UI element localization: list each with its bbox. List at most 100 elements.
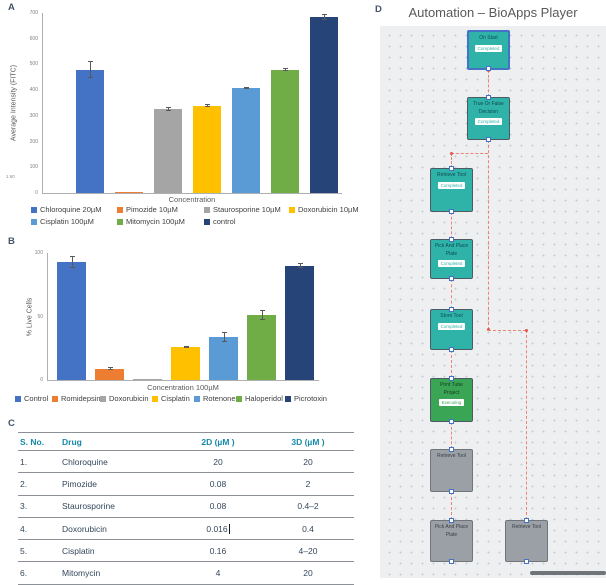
- error-bar: [107, 367, 113, 370]
- flow-node-pick-and-place-plate-1[interactable]: Pick And Place Plate Completed: [430, 237, 473, 281]
- table-cell[interactable]: 0.08: [209, 501, 227, 512]
- table-cell[interactable]: Pimozide: [62, 478, 97, 489]
- flow-connector: [451, 153, 488, 154]
- flow-node-true-or-false-decision[interactable]: True Or False Decision Completed: [467, 95, 510, 142]
- flow-node-retrieve-tool-3[interactable]: Retrieve Tool: [505, 518, 548, 564]
- status-badge: Completed: [474, 118, 503, 125]
- legend-item: Romidepsin: [52, 394, 101, 403]
- connector-handle-top[interactable]: [448, 376, 454, 381]
- table-cell[interactable]: Staurosporine: [62, 501, 115, 512]
- status-badge: Completed: [474, 44, 503, 52]
- connector-handle-bottom[interactable]: [448, 419, 454, 424]
- connector-handle-bottom[interactable]: [448, 347, 454, 352]
- bar-control: [310, 16, 338, 193]
- table-header-row: S. No. Drug 2D (µM ) 3D (µM ): [18, 432, 354, 451]
- table-cell[interactable]: 20: [303, 456, 313, 467]
- table-cell[interactable]: Mitomycin: [62, 568, 101, 579]
- connector-handle-top[interactable]: [448, 307, 454, 312]
- error-bar: [221, 331, 227, 343]
- flow-connector: [450, 421, 453, 450]
- error-bar: [244, 86, 249, 89]
- legend-item: Staurosporine 10µM: [204, 205, 281, 214]
- error-bar: [283, 68, 288, 71]
- y-axis-title: % Live Cells: [26, 297, 34, 336]
- panel-a-chart: 0 100 200 300 400 500 600 700 Average Intensity …: [0, 0, 375, 236]
- connector-handle-top[interactable]: [448, 166, 454, 171]
- table-cell[interactable]: 0.08: [209, 478, 227, 489]
- y-tick-label: 500: [29, 61, 38, 68]
- flow-node-store-tool[interactable]: Store Tool Completed: [430, 307, 473, 352]
- table-cell[interactable]: 2: [305, 478, 311, 489]
- flow-node-retrieve-tool-1[interactable]: Retrieve Tool Completed: [430, 166, 473, 214]
- table-cell[interactable]: Cisplatin: [62, 545, 95, 556]
- flow-connector: [488, 330, 526, 331]
- table-cell[interactable]: 6.: [20, 568, 28, 579]
- bar-control: [57, 261, 86, 380]
- flow-node-on-start[interactable]: On Start Completed: [467, 30, 510, 71]
- connector-handle-bottom[interactable]: [485, 137, 491, 142]
- connector-handle-top[interactable]: [485, 95, 491, 100]
- legend-swatch-icon: [117, 218, 123, 225]
- bar-rotenone: [209, 336, 238, 380]
- connector-handle-bottom[interactable]: [448, 489, 454, 494]
- bar-cisplatin: [232, 87, 260, 193]
- legend-label: Romidepsin: [61, 394, 101, 403]
- flow-node-print-tube-project[interactable]: Print Tube Project Executing: [430, 376, 473, 424]
- legend-item: Doxorubicin 10µM: [289, 205, 359, 214]
- table-cell[interactable]: 4.: [20, 523, 28, 534]
- bar-romidepsin: [95, 368, 124, 380]
- legend-label: Cisplatin: [161, 394, 190, 403]
- legend-swatch-icon: [236, 395, 242, 402]
- table-cell[interactable]: 0.16: [209, 545, 227, 556]
- y-tick-label: 0: [35, 190, 38, 196]
- connector-handle-top[interactable]: [448, 518, 454, 523]
- flow-node-retrieve-tool-2[interactable]: Retrieve Tool: [430, 447, 473, 494]
- stray-axis-label: 1.50: [6, 174, 15, 179]
- y-axis-line: [42, 13, 43, 193]
- flow-connector: [450, 491, 453, 521]
- table-cell[interactable]: 0.4–2: [297, 501, 319, 512]
- flow-node-pick-and-place-plate-2[interactable]: Pick And Place Plate: [430, 518, 473, 564]
- connector-handle-top[interactable]: [448, 447, 454, 452]
- table-cell[interactable]: 5.: [20, 545, 28, 556]
- table-row: 3. Staurosporine 0.08 0.4–2: [18, 496, 354, 518]
- connector-handle-bottom[interactable]: [448, 559, 454, 564]
- connector-handle-top[interactable]: [448, 237, 454, 242]
- legend-label: Chloroquine 20µM: [40, 205, 102, 214]
- status-badge: Completed: [437, 322, 466, 330]
- table-cell[interactable]: 20: [213, 456, 223, 467]
- connector-handle-bottom[interactable]: [448, 209, 454, 214]
- table-cell[interactable]: 3.: [20, 501, 28, 512]
- horizontal-scrollbar[interactable]: [530, 571, 606, 575]
- error-bar: [88, 61, 93, 79]
- error-bar: [205, 104, 210, 108]
- bar-haloperidol: [247, 315, 276, 380]
- flow-node-label: Retrieve Tool: [511, 524, 542, 530]
- legend-label: Control: [24, 394, 49, 403]
- connector-handle-bottom[interactable]: [485, 66, 491, 71]
- panel-b-label: B: [8, 236, 15, 247]
- panel-c: S. No. Drug 2D (µM ) 3D (µM ) 1. Chloroquine 2…: [0, 418, 375, 585]
- connector-handle-bottom[interactable]: [523, 559, 529, 564]
- table-cell[interactable]: Doxorubicin: [62, 523, 107, 534]
- connector-handle-bottom[interactable]: [448, 276, 454, 281]
- table-cell[interactable]: 4–20: [298, 545, 318, 556]
- table-header-cell: 2D (µM ): [201, 436, 235, 447]
- table-cell[interactable]: 1.: [20, 456, 28, 467]
- table-cell[interactable]: Chloroquine: [62, 456, 108, 467]
- status-badge: Completed: [437, 181, 466, 189]
- legend-item: Pimozide 10µM: [117, 205, 178, 214]
- flow-node-label: Pick And Place Plate: [434, 524, 469, 538]
- table-cell[interactable]: 20: [303, 568, 313, 579]
- flow-title: Automation – BioApps Player: [408, 5, 578, 20]
- legend-label: Doxorubicin: [109, 394, 149, 403]
- table-cell[interactable]: 2.: [20, 478, 28, 489]
- table-cell[interactable]: 0.4: [302, 523, 314, 534]
- table-cell[interactable]: 0.016: [206, 523, 230, 534]
- legend-label: Haloperidol: [245, 394, 283, 403]
- table-cell[interactable]: 4: [215, 568, 221, 579]
- legend-item: Rotenone: [194, 394, 236, 403]
- legend-swatch-icon: [204, 206, 210, 213]
- connector-handle-top[interactable]: [523, 518, 529, 523]
- flow-connector: [487, 69, 490, 98]
